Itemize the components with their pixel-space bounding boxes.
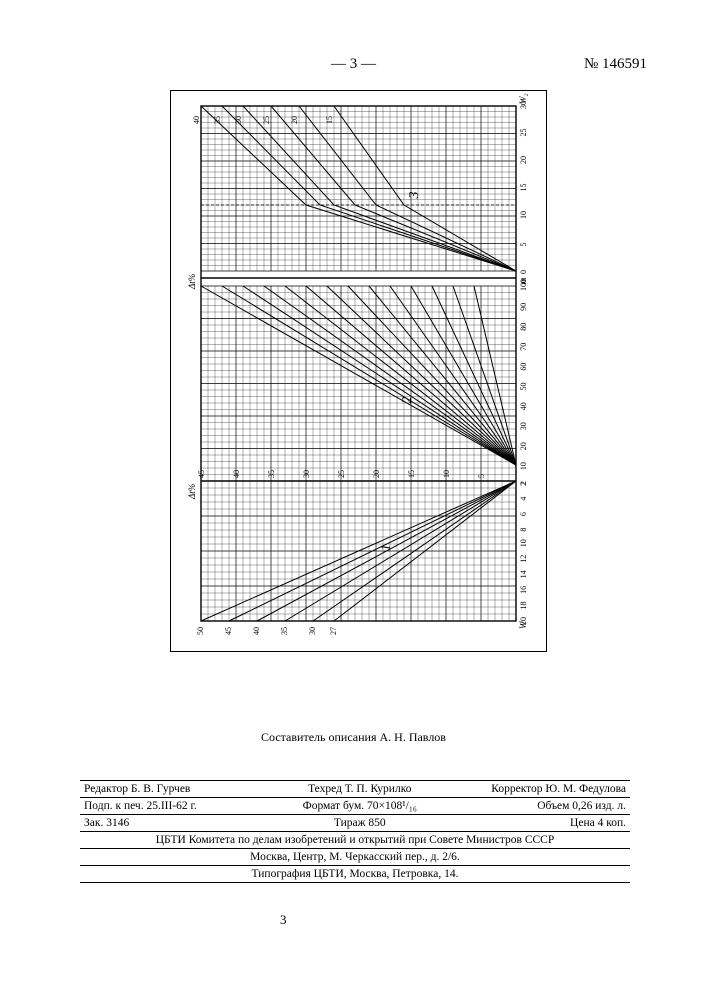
imprint-block: Редактор Б. В. Гурчев Техред Т. П. Курил…: [80, 780, 630, 883]
svg-text:90: 90: [519, 303, 528, 311]
svg-text:30: 30: [302, 470, 311, 478]
svg-text:20: 20: [519, 156, 528, 164]
svg-text:15: 15: [519, 184, 528, 192]
svg-text:15: 15: [325, 116, 334, 124]
publisher-address: Москва, Центр, М. Черкасский пер., д. 2/…: [80, 851, 630, 863]
svg-text:15: 15: [407, 470, 416, 478]
svg-text:30: 30: [519, 422, 528, 430]
svg-text:W₂: W₂: [518, 93, 528, 104]
svg-text:60: 60: [519, 363, 528, 371]
svg-text:2: 2: [519, 482, 528, 486]
svg-text:27: 27: [329, 627, 338, 635]
publisher: ЦБТИ Комитета по делам изобретений и отк…: [80, 834, 630, 846]
svg-text:40: 40: [192, 116, 201, 124]
document-number: № 146591: [584, 56, 647, 73]
credits-row: Типография ЦБТИ, Москва, Петровка, 14.: [80, 866, 630, 883]
credits-row: ЦБТИ Комитета по делам изобретений и отк…: [80, 832, 630, 849]
svg-text:10: 10: [519, 539, 528, 547]
svg-text:18: 18: [519, 601, 528, 609]
svg-text:25: 25: [519, 129, 528, 137]
svg-text:3: 3: [407, 192, 422, 200]
nomogram-figure: 45403530252015105Δt%Δt%2018161412108642W…: [170, 90, 547, 652]
svg-text:16: 16: [519, 586, 528, 594]
svg-text:40: 40: [232, 470, 241, 478]
credits-row: Редактор Б. В. Гурчев Техред Т. П. Курил…: [80, 781, 630, 798]
print-run: Тираж 850: [260, 817, 459, 829]
print-date: Подп. к печ. 25.III-62 г.: [80, 800, 260, 812]
svg-text:Δt%: Δt%: [187, 484, 197, 500]
svg-text:45: 45: [224, 627, 233, 635]
svg-text:10: 10: [519, 462, 528, 470]
page-number-bottom: 3: [280, 912, 287, 928]
svg-text:30: 30: [234, 116, 243, 124]
svg-text:5: 5: [519, 243, 528, 247]
credits-row: Подп. к печ. 25.III-62 г. Формат бум. 70…: [80, 798, 630, 815]
svg-text:35: 35: [213, 116, 222, 124]
volume: Объем 0,26 изд. л.: [459, 800, 630, 812]
svg-text:8: 8: [519, 528, 528, 532]
svg-text:25: 25: [337, 470, 346, 478]
svg-text:Δt%: Δt%: [187, 274, 197, 290]
editor: Редактор Б. В. Гурчев: [80, 783, 260, 795]
svg-text:40: 40: [252, 627, 261, 635]
svg-text:14: 14: [519, 570, 528, 578]
svg-text:20: 20: [372, 470, 381, 478]
credits-row: Зак. 3146 Тираж 850 Цена 4 коп.: [80, 815, 630, 832]
svg-text:40: 40: [519, 402, 528, 410]
svg-text:20: 20: [519, 442, 528, 450]
svg-text:6: 6: [519, 512, 528, 516]
svg-text:12: 12: [519, 555, 528, 563]
svg-text:2: 2: [400, 397, 415, 404]
svg-text:m: m: [518, 277, 528, 284]
svg-text:5: 5: [477, 474, 486, 478]
svg-text:80: 80: [519, 323, 528, 331]
paper-format: Формат бум. 70×108¹/₁₆: [260, 800, 459, 812]
svg-text:50: 50: [196, 627, 205, 635]
order-number: Зак. 3146: [80, 817, 260, 829]
svg-text:30: 30: [308, 627, 317, 635]
printing-house: Типография ЦБТИ, Москва, Петровка, 14.: [80, 868, 630, 880]
svg-text:50: 50: [519, 382, 528, 390]
credits-row: Москва, Центр, М. Черкасский пер., д. 2/…: [80, 849, 630, 866]
tech-editor: Техред Т. П. Курилко: [260, 783, 459, 795]
svg-text:70: 70: [519, 343, 528, 351]
svg-text:4: 4: [519, 497, 528, 501]
svg-text:0: 0: [519, 270, 528, 274]
svg-text:1: 1: [379, 544, 394, 551]
svg-text:35: 35: [267, 470, 276, 478]
svg-text:25: 25: [262, 116, 271, 124]
svg-text:20: 20: [290, 116, 299, 124]
price: Цена 4 коп.: [459, 817, 630, 829]
svg-text:10: 10: [442, 470, 451, 478]
svg-text:10: 10: [519, 211, 528, 219]
compiler-credit: Составитель описания А. Н. Павлов: [0, 730, 707, 745]
svg-text:35: 35: [280, 627, 289, 635]
corrector: Корректор Ю. М. Федулова: [459, 783, 630, 795]
